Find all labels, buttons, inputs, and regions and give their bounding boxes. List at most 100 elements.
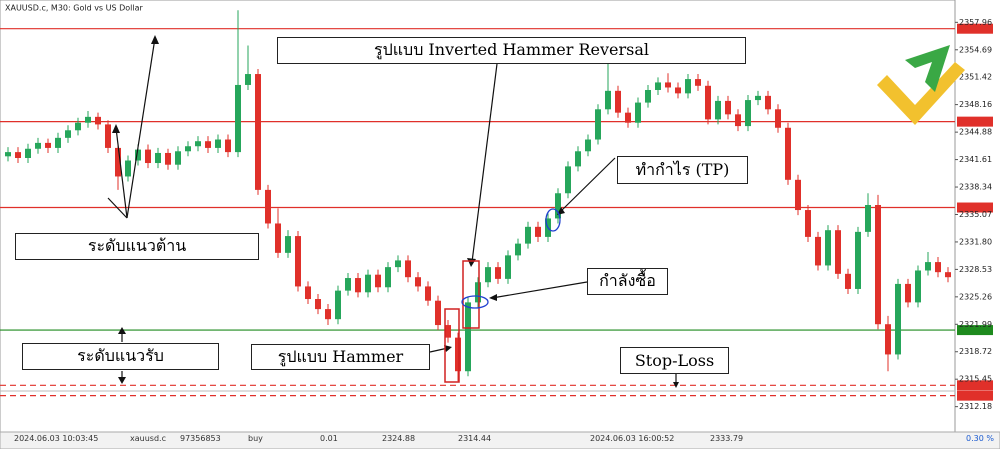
- candle-body: [125, 160, 131, 177]
- status-bar: [0, 431, 1000, 449]
- status-text: 2024.06.03 16:00:52: [590, 434, 675, 443]
- candle-body: [505, 255, 511, 279]
- level-tag: [957, 325, 993, 336]
- annotation: ระดับแนวต้าน: [15, 233, 259, 260]
- candle-body: [65, 130, 71, 138]
- y-tick-label: 2325.26: [959, 292, 992, 301]
- candle-body: [725, 100, 731, 115]
- candle-body: [475, 282, 481, 303]
- candle-body: [665, 82, 671, 88]
- annotation: รูปแบบ Inverted Hammer Reversal: [277, 37, 746, 64]
- candle-body: [315, 299, 321, 310]
- y-tick-label: 2357.96: [959, 18, 992, 27]
- candle-body: [115, 147, 121, 177]
- candle-body: [185, 146, 191, 152]
- candle-body: [935, 262, 941, 273]
- candle-body: [825, 230, 831, 266]
- status-text: 2333.79: [710, 434, 744, 443]
- annotation: ทำกำไร (TP): [617, 156, 748, 184]
- candle-body: [695, 79, 701, 86]
- candle-body: [35, 142, 41, 149]
- candle-body: [675, 87, 681, 94]
- y-tick-label: 2312.18: [959, 402, 992, 411]
- candle-body: [215, 139, 221, 148]
- arrows: [107, 37, 677, 385]
- y-tick-label: 2338.34: [959, 183, 992, 192]
- status-text: 2324.88: [382, 434, 416, 443]
- candle-body: [855, 231, 861, 289]
- candle-body: [585, 139, 591, 152]
- candle-body: [265, 189, 271, 224]
- annotation: กำลังซื้อ: [587, 268, 668, 295]
- candle-body: [775, 109, 781, 128]
- highlight-inverted-hammer: [462, 260, 480, 329]
- candle-body: [685, 79, 691, 94]
- status-text: 0.01: [320, 434, 338, 443]
- candle-body: [175, 151, 181, 165]
- candle-body: [235, 84, 241, 153]
- candle-body: [635, 102, 641, 123]
- candle-body: [165, 152, 171, 165]
- status-text: buy: [248, 434, 263, 443]
- level-tag: [957, 23, 993, 34]
- candle-body: [275, 223, 281, 253]
- candle-body: [485, 267, 491, 283]
- y-tick-label: 2348.16: [959, 100, 992, 109]
- highlight-hammer: [444, 308, 460, 383]
- candle-body: [445, 325, 451, 338]
- candle-body: [405, 260, 411, 278]
- y-tick-label: 2315.45: [959, 375, 992, 384]
- candle-body: [95, 116, 101, 125]
- candle-body: [785, 127, 791, 180]
- candle-body: [355, 278, 361, 293]
- candle-body: [655, 82, 661, 90]
- candle-body: [295, 236, 301, 287]
- level-tag: [957, 116, 993, 127]
- y-tick-label: 2321.99: [959, 320, 992, 329]
- candle-body: [555, 193, 561, 219]
- candle-body: [75, 122, 81, 131]
- candle-body: [945, 272, 951, 278]
- candle-body: [645, 89, 651, 103]
- status-text: 2024.06.03 10:03:45: [14, 434, 99, 443]
- level-tag: [957, 202, 993, 213]
- status-text: 2314.44: [458, 434, 492, 443]
- candle-body: [535, 226, 541, 237]
- candle-body: [255, 74, 261, 190]
- candle-body: [205, 141, 211, 148]
- chart-header: XAUUSD.c, M30: Gold vs US Dollar: [5, 4, 144, 13]
- y-tick-label: 2354.69: [959, 45, 992, 54]
- candle-body: [875, 205, 881, 325]
- candle-body: [885, 324, 891, 355]
- candles: [5, 10, 951, 382]
- candle-body: [595, 109, 601, 140]
- candle-body: [325, 309, 331, 320]
- candle-body: [515, 243, 521, 256]
- y-tick-label: 2341.61: [959, 155, 992, 164]
- candle-body: [25, 148, 31, 158]
- candle-body: [765, 95, 771, 110]
- candle-body: [565, 166, 571, 194]
- level-tag: [957, 390, 993, 401]
- candle-body: [285, 236, 291, 253]
- candle-body: [415, 277, 421, 287]
- candle-body: [925, 262, 931, 271]
- annotation: ระดับแนวรับ: [22, 343, 219, 370]
- status-text: 0.30 %: [966, 434, 994, 443]
- candle-body: [5, 152, 11, 157]
- tp-marker: [545, 208, 561, 232]
- candle-body: [195, 141, 201, 147]
- status-text: 97356853: [180, 434, 221, 443]
- candle-body: [455, 337, 461, 372]
- candle-body: [705, 85, 711, 120]
- candle-body: [575, 151, 581, 167]
- candle-body: [805, 210, 811, 237]
- candle-body: [365, 274, 371, 293]
- candle-body: [135, 149, 141, 161]
- candle-body: [795, 179, 801, 211]
- candle-body: [85, 116, 91, 123]
- level-tag: [957, 380, 993, 391]
- annotation: รูปแบบ Hammer: [251, 344, 430, 370]
- candle-body: [605, 90, 611, 110]
